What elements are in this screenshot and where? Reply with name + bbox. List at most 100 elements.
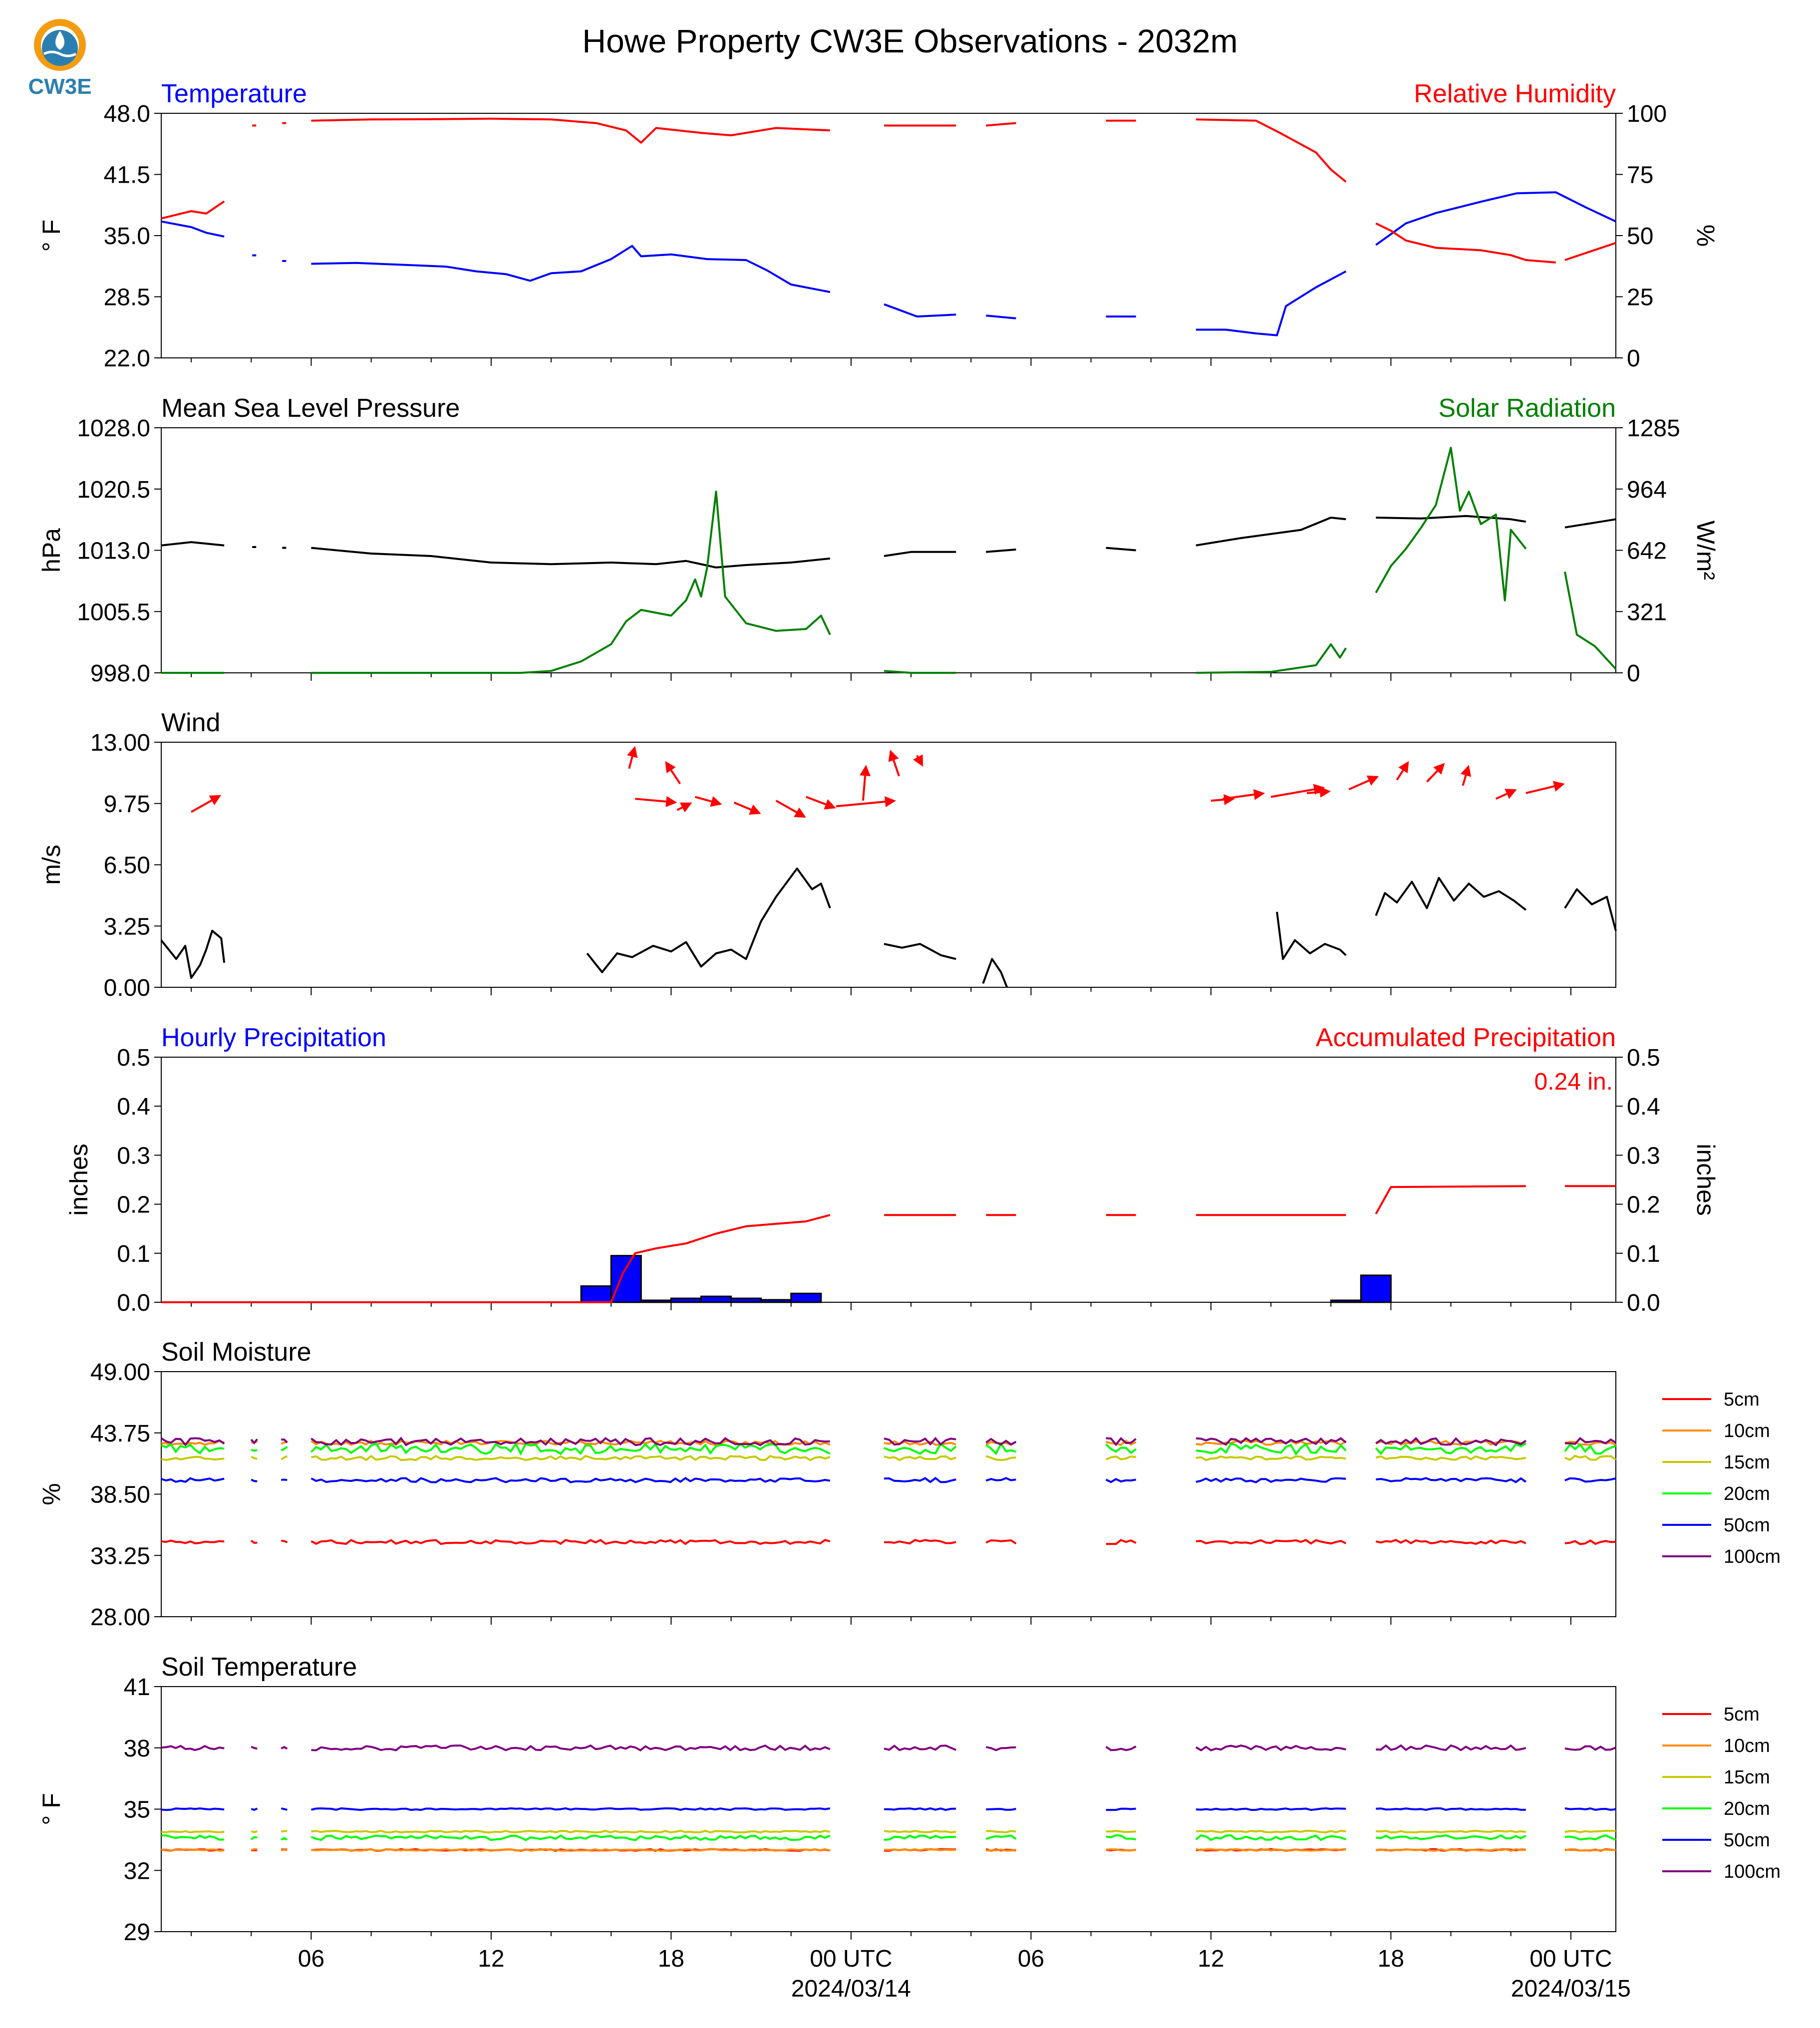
soil-level-15cm [985,1455,1016,1461]
series-1-segment [1196,118,1347,183]
wind-arrow-shaft [191,799,213,813]
wind-arrow-head [913,754,923,767]
wind-arrow-shaft [1270,788,1314,798]
y-axis-label-left: % [37,1483,65,1505]
y-axis-label-left: inches [65,1144,93,1216]
y-tick-label-right: 642 [1627,538,1667,565]
x-tick-label: 06 [1018,1946,1044,1972]
series-1-segment [1375,222,1556,264]
precip-bar [640,1299,672,1303]
series-1-segment [1563,572,1617,670]
soil-level-10cm [1196,1848,1346,1852]
wind-arrow-head [749,804,761,815]
soil-level-100cm [281,1745,288,1750]
soil-level-5cm [161,1539,225,1545]
soil-level-15cm [281,1455,288,1460]
soil-level-50cm [161,1807,225,1811]
plot-frame [161,1057,1616,1303]
soil-level-20cm [310,1442,831,1456]
series-0-segment [884,551,956,557]
soil-level-15cm [1376,1829,1526,1834]
soil-level-100cm [884,1437,956,1446]
cw3e-logo: CW3E [28,19,92,99]
wind-arrow-head [794,807,806,818]
soil-level-50cm [884,1476,956,1483]
soil-level-100cm [1106,1437,1137,1447]
series-0-segment [311,547,831,569]
series-1-segment [986,122,1016,127]
precip-bar [610,1255,642,1303]
y-axis-label-left: ° F [37,220,65,252]
wind-arrow [1396,761,1409,781]
series-0-segment [1375,191,1616,246]
wind-arrow-shaft [1525,785,1554,794]
wind-arrow-head [710,796,722,807]
wind-arrow [806,796,836,810]
y-tick-label-left: 35.0 [104,223,150,250]
soil-level-20cm [281,1446,288,1451]
soil-level-10cm [884,1440,956,1446]
soil-level-20cm [1106,1834,1136,1841]
y-tick-label-left: 0.0 [117,1290,150,1316]
y-tick-label-left: 43.75 [90,1421,150,1447]
accumulated-total-label: 0.24 in. [1534,1069,1613,1095]
x-date-label: 2024/03/15 [1511,1976,1631,2002]
soil-level-15cm [311,1829,831,1834]
wind-arrow-head [860,765,871,777]
series-0-segment [1276,911,1347,960]
y-tick-label-right: 0.4 [1627,1094,1660,1120]
y-axis-label-right: W/m² [1692,521,1720,580]
soil-level-20cm [250,1836,258,1840]
y-tick-label-left: 13.00 [90,730,150,756]
series-0-segment [161,541,225,547]
series-1-segment [311,117,830,144]
y-tick-label-left: 3.25 [104,913,150,940]
soil-level-50cm [281,1807,288,1811]
y-tick-label-left: 22.0 [104,345,150,372]
legend-label: 20cm [1724,1798,1770,1819]
soil-level-100cm [1196,1437,1347,1446]
panel-title-left: Wind [161,708,220,737]
wind-arrow-head [1552,781,1565,792]
series-0-segment [1375,1185,1526,1215]
wind-arrow-shaft [1348,780,1370,791]
legend-label: 20cm [1724,1483,1770,1504]
y-tick-label-right: 100 [1627,101,1667,127]
soil-level-15cm [311,1454,831,1461]
soil-level-100cm [1105,1745,1137,1751]
x-tick-label: 00 UTC [810,1946,892,1972]
y-tick-label-right: 25 [1627,285,1653,311]
wind-arrow [860,765,871,801]
panel-title-left: Hourly Precipitation [161,1023,386,1052]
y-axis-label-right: % [1692,225,1720,247]
soil-level-10cm [1106,1848,1137,1852]
soil-level-50cm [251,1807,258,1811]
series-0-segment [586,868,831,973]
panel-4: Hourly Precipitation Accumulated Precipit… [65,1023,1720,1316]
soil-level-10cm [1106,1439,1137,1446]
series-1-segment [1196,643,1347,674]
y-tick-label-left: 1013.0 [77,538,150,565]
soil-level-15cm [161,1830,225,1834]
soil-level-100cm [1564,1745,1616,1751]
series-1-segment [1375,447,1527,601]
y-tick-label-right: 0 [1627,345,1640,372]
soil-level-100cm [251,1745,258,1750]
soil-level-5cm [250,1539,258,1544]
soil-level-10cm [251,1848,258,1851]
y-tick-label-left: 41.5 [104,162,150,189]
soil-level-20cm [310,1834,831,1841]
soil-level-50cm [1564,1477,1616,1483]
series-0-segment [884,943,956,960]
figure-title: Howe Property CW3E Observations - 2032m [582,22,1237,59]
soil-level-100cm [311,1744,831,1751]
soil-level-50cm [1196,1477,1346,1483]
x-tick-label: 12 [1198,1946,1224,1972]
soil-level-5cm [1564,1539,1616,1545]
y-tick-label-right: 50 [1627,223,1653,250]
wind-arrow [635,796,677,807]
y-tick-label-right: 0.3 [1627,1143,1660,1169]
panel-title-left: Mean Sea Level Pressure [161,394,460,423]
soil-level-10cm [884,1848,956,1852]
